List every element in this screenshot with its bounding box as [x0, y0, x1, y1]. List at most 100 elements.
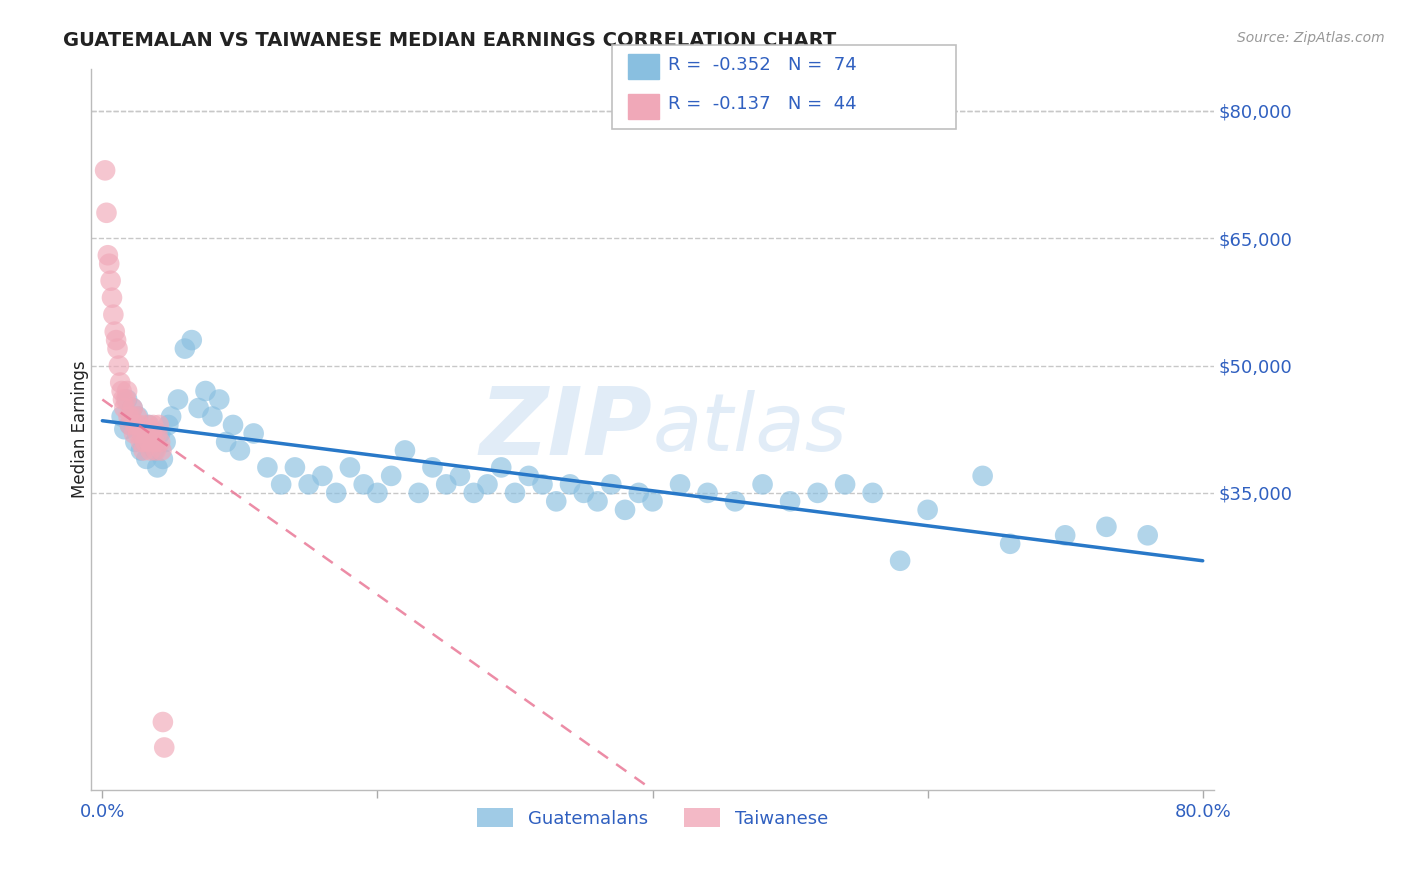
Guatemalans [862, 486, 884, 500]
Guatemalans [889, 554, 911, 568]
Taiwanese [115, 384, 138, 398]
Taiwanese [146, 426, 169, 441]
Guatemalans [143, 443, 166, 458]
Taiwanese [143, 434, 166, 449]
Guatemalans [173, 342, 195, 356]
Taiwanese [110, 376, 132, 390]
Guatemalans [138, 417, 160, 432]
Taiwanese [121, 401, 143, 415]
Guatemalans [112, 422, 135, 436]
Guatemalans [149, 426, 172, 441]
Legend: Guatemalans, Taiwanese: Guatemalans, Taiwanese [470, 801, 835, 835]
Guatemalans [972, 469, 994, 483]
Guatemalans [434, 477, 457, 491]
Guatemalans [463, 486, 485, 500]
Guatemalans [696, 486, 718, 500]
Taiwanese [103, 308, 125, 322]
Taiwanese [132, 443, 155, 458]
Taiwanese [150, 443, 173, 458]
Guatemalans [380, 469, 402, 483]
Taiwanese [148, 417, 170, 432]
Taiwanese [117, 409, 139, 424]
Guatemalans [779, 494, 801, 508]
Guatemalans [284, 460, 307, 475]
Guatemalans [180, 333, 202, 347]
Taiwanese [127, 426, 149, 441]
Text: Source: ZipAtlas.com: Source: ZipAtlas.com [1237, 31, 1385, 45]
Taiwanese [131, 426, 153, 441]
Guatemalans [1136, 528, 1159, 542]
Guatemalans [586, 494, 609, 508]
Guatemalans [366, 486, 388, 500]
Taiwanese [153, 740, 176, 755]
Guatemalans [641, 494, 664, 508]
Taiwanese [128, 417, 150, 432]
Guatemalans [394, 443, 416, 458]
Guatemalans [167, 392, 190, 407]
Guatemalans [998, 537, 1021, 551]
Guatemalans [422, 460, 444, 475]
Guatemalans [110, 409, 132, 424]
Guatemalans [215, 434, 238, 449]
Taiwanese [136, 417, 159, 432]
Guatemalans [517, 469, 540, 483]
Guatemalans [353, 477, 375, 491]
Taiwanese [112, 401, 135, 415]
Guatemalans [152, 451, 174, 466]
Taiwanese [101, 291, 124, 305]
Y-axis label: Median Earnings: Median Earnings [72, 360, 89, 498]
Guatemalans [124, 434, 146, 449]
Guatemalans [146, 460, 169, 475]
Guatemalans [1054, 528, 1077, 542]
Taiwanese [152, 714, 174, 729]
Taiwanese [139, 443, 162, 458]
Guatemalans [127, 409, 149, 424]
Guatemalans [229, 443, 252, 458]
Guatemalans [558, 477, 581, 491]
Guatemalans [187, 401, 209, 415]
Guatemalans [222, 417, 245, 432]
Text: GUATEMALAN VS TAIWANESE MEDIAN EARNINGS CORRELATION CHART: GUATEMALAN VS TAIWANESE MEDIAN EARNINGS … [63, 31, 837, 50]
Guatemalans [600, 477, 623, 491]
Guatemalans [449, 469, 471, 483]
Guatemalans [141, 434, 163, 449]
Taiwanese [94, 163, 117, 178]
Taiwanese [125, 409, 148, 424]
Guatemalans [298, 477, 321, 491]
Taiwanese [110, 384, 132, 398]
Taiwanese [145, 443, 167, 458]
Taiwanese [98, 257, 121, 271]
Taiwanese [141, 426, 163, 441]
Guatemalans [489, 460, 512, 475]
Guatemalans [160, 409, 183, 424]
Taiwanese [105, 333, 128, 347]
Guatemalans [807, 486, 830, 500]
Guatemalans [724, 494, 747, 508]
Taiwanese [124, 417, 146, 432]
Guatemalans [242, 426, 264, 441]
Guatemalans [325, 486, 347, 500]
Guatemalans [194, 384, 217, 398]
Guatemalans [256, 460, 278, 475]
Guatemalans [669, 477, 692, 491]
Text: R =  -0.352   N =  74: R = -0.352 N = 74 [668, 56, 856, 74]
Guatemalans [503, 486, 526, 500]
Text: R =  -0.137   N =  44: R = -0.137 N = 44 [668, 95, 856, 113]
Taiwanese [122, 426, 145, 441]
Guatemalans [155, 434, 177, 449]
Guatemalans [311, 469, 333, 483]
Guatemalans [270, 477, 292, 491]
Text: ZIP: ZIP [479, 384, 652, 475]
Guatemalans [115, 392, 138, 407]
Taiwanese [107, 342, 129, 356]
Guatemalans [135, 451, 157, 466]
Guatemalans [751, 477, 773, 491]
Taiwanese [120, 409, 142, 424]
Taiwanese [114, 392, 136, 407]
Taiwanese [104, 325, 127, 339]
Guatemalans [572, 486, 595, 500]
Taiwanese [135, 426, 157, 441]
Guatemalans [201, 409, 224, 424]
Taiwanese [111, 392, 134, 407]
Taiwanese [149, 434, 172, 449]
